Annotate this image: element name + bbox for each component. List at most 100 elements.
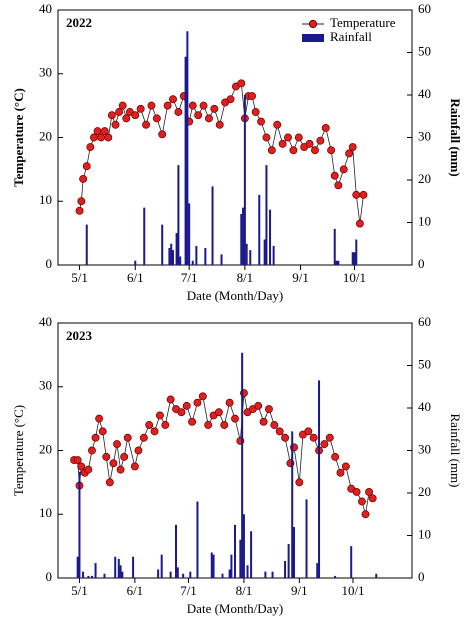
temp-point xyxy=(102,452,111,461)
temp-point xyxy=(214,408,223,417)
temp-point xyxy=(357,497,366,506)
temp-point xyxy=(345,149,354,158)
temp-point xyxy=(305,139,314,148)
rain-bar xyxy=(242,514,245,578)
rain-bar xyxy=(161,224,164,265)
temp-point xyxy=(330,171,339,180)
y2-tick-label: 50 xyxy=(418,43,431,58)
temp-point xyxy=(309,433,318,442)
rain-bar xyxy=(186,31,189,265)
rain-bar xyxy=(334,575,337,578)
temp-point xyxy=(294,133,303,142)
temp-point xyxy=(163,101,172,110)
y2-tick-label: 40 xyxy=(418,399,431,414)
temp-point xyxy=(220,421,229,429)
rain-bar xyxy=(375,573,378,578)
rain-bar xyxy=(195,245,198,265)
rain-bar xyxy=(90,575,93,578)
temp-line xyxy=(74,393,374,515)
y-axis-label: Temperature (°C) xyxy=(11,88,26,187)
temp-point xyxy=(226,95,235,104)
temp-point xyxy=(193,398,202,407)
y2-tick-label: 20 xyxy=(418,484,431,499)
x-tick-label: 6/1 xyxy=(127,583,144,598)
legend-marker xyxy=(308,19,318,29)
x-tick-label: 8/1 xyxy=(236,583,253,598)
legend-label: Rainfall xyxy=(330,29,372,44)
temp-point xyxy=(139,433,148,442)
temp-point xyxy=(116,465,125,474)
temp-point xyxy=(316,136,325,145)
rain-bar xyxy=(114,556,117,578)
rain-bar xyxy=(318,380,321,578)
rain-bar xyxy=(221,573,224,578)
temp-point xyxy=(210,104,219,113)
temp-point xyxy=(147,101,156,110)
temp-point xyxy=(284,133,292,142)
temp-point xyxy=(152,114,161,123)
y2-tick-label: 10 xyxy=(418,213,431,228)
temp-point xyxy=(251,108,260,116)
temp-point xyxy=(339,165,348,174)
y-tick-label: 40 xyxy=(39,314,52,329)
rain-bar xyxy=(134,260,137,265)
rain-bar xyxy=(250,531,253,578)
x-tick-label: 6/1 xyxy=(127,270,144,285)
rain-bar xyxy=(243,95,246,265)
y-tick-label: 20 xyxy=(39,441,52,456)
rain-bar xyxy=(210,552,213,578)
y2-tick-label: 20 xyxy=(418,171,431,186)
rain-bar xyxy=(265,165,268,265)
y-tick-label: 30 xyxy=(39,65,52,80)
temp-point xyxy=(100,127,109,136)
temp-point xyxy=(166,395,175,404)
rain-bar xyxy=(228,569,231,578)
rain-bar xyxy=(355,239,358,265)
rain-bar xyxy=(175,524,177,578)
y-tick-label: 10 xyxy=(39,505,52,520)
rain-bar xyxy=(284,561,287,578)
y2-tick-label: 40 xyxy=(418,86,431,101)
rain-bar xyxy=(258,194,261,265)
temp-point xyxy=(275,427,284,436)
temp-point xyxy=(136,104,145,113)
y2-axis-label: Rainfall (mm) xyxy=(448,98,463,176)
rain-bar xyxy=(246,565,249,578)
temp-point xyxy=(145,421,154,429)
rain-bar xyxy=(333,228,336,265)
temp-point xyxy=(320,440,329,449)
y2-tick-label: 60 xyxy=(418,1,431,16)
temp-point xyxy=(142,120,151,129)
rain-bar xyxy=(212,554,215,578)
temp-point xyxy=(161,421,170,429)
x-tick-label: 10/1 xyxy=(341,583,364,598)
temp-point xyxy=(273,120,282,129)
temp-point xyxy=(155,411,164,420)
temp-point xyxy=(113,440,121,449)
rain-bar xyxy=(177,165,180,265)
rain-bar xyxy=(184,56,187,265)
y-tick-label: 10 xyxy=(39,192,52,207)
rain-bar xyxy=(94,563,97,578)
y-axis-label: Temperature (°C) xyxy=(11,405,26,496)
temp-point xyxy=(295,478,304,487)
rain-bar xyxy=(85,224,88,265)
rain-bar xyxy=(168,248,171,265)
temp-point xyxy=(278,139,287,148)
rain-bar xyxy=(249,250,252,265)
temp-point xyxy=(169,95,177,104)
rain-bar xyxy=(316,563,319,578)
temp-point xyxy=(259,417,268,426)
temp-point xyxy=(267,146,276,155)
temp-point xyxy=(109,459,118,468)
temp-point xyxy=(115,108,124,116)
rain-bar xyxy=(76,556,79,578)
temp-point xyxy=(361,510,370,519)
temp-point xyxy=(188,101,197,110)
temp-point xyxy=(194,111,203,120)
temp-point xyxy=(257,117,266,126)
x-tick-label: 5/1 xyxy=(71,270,88,285)
temp-point xyxy=(88,446,96,455)
x-tick-label: 10/1 xyxy=(343,270,366,285)
